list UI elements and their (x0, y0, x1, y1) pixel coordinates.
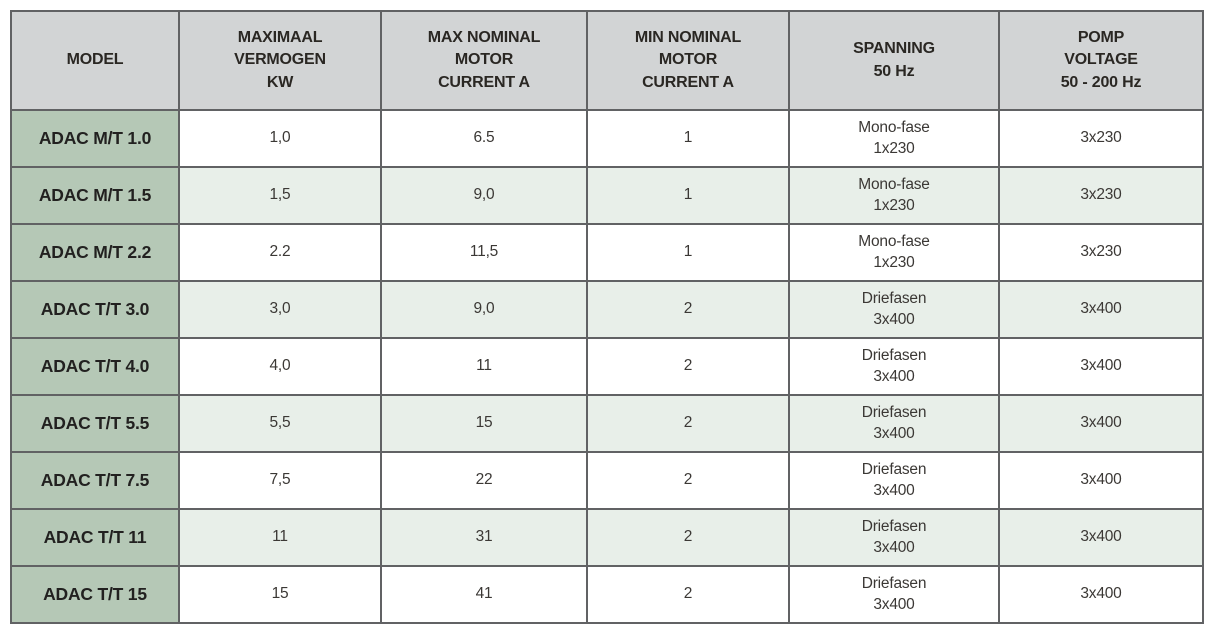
value-cell: 3x230 (998, 166, 1204, 225)
value-cell: 9,0 (380, 280, 588, 339)
value-cell: 3x230 (998, 223, 1204, 282)
model-cell: ADAC T/T 7.5 (10, 451, 180, 510)
value-cell: 2 (586, 451, 790, 510)
value-cell: 11 (380, 337, 588, 396)
value-cell: 11 (178, 508, 382, 567)
value-cell: Driefasen 3x400 (788, 337, 1000, 396)
table-row: ADAC T/T 7.5 7,5 22 2 Driefasen 3x400 3x400 (10, 451, 1204, 510)
value-cell: 2 (586, 508, 790, 567)
value-cell: 2.2 (178, 223, 382, 282)
value-cell: 7,5 (178, 451, 382, 510)
value-cell: 4,0 (178, 337, 382, 396)
value-cell: 2 (586, 337, 790, 396)
value-cell: 6.5 (380, 109, 588, 168)
col-header-max-power-kw: MAXIMAAL VERMOGEN KW (178, 10, 382, 111)
value-cell: 3x400 (998, 508, 1204, 567)
col-header-pomp-voltage: POMP VOLTAGE 50 - 200 Hz (998, 10, 1204, 111)
value-cell: 1 (586, 109, 790, 168)
model-cell: ADAC M/T 2.2 (10, 223, 180, 282)
value-cell: 3x230 (998, 109, 1204, 168)
value-cell: Driefasen 3x400 (788, 565, 1000, 624)
col-header-min-nominal-current: MIN NOMINAL MOTOR CURRENT A (586, 10, 790, 111)
value-cell: 15 (380, 394, 588, 453)
table-row: ADAC M/T 2.2 2.2 11,5 1 Mono-fase 1x230 3x230 (10, 223, 1204, 282)
table-body: ADAC M/T 1.0 1,0 6.5 1 Mono-fase 1x230 3x230 A… (10, 109, 1204, 624)
value-cell: Driefasen 3x400 (788, 280, 1000, 339)
header-row: MODEL MAXIMAAL VERMOGEN KW MAX NOMINAL M… (10, 10, 1204, 111)
value-cell: Driefasen 3x400 (788, 394, 1000, 453)
table-row: ADAC T/T 4.0 4,0 11 2 Driefasen 3x400 3x400 (10, 337, 1204, 396)
model-cell: ADAC T/T 4.0 (10, 337, 180, 396)
value-cell: 1 (586, 223, 790, 282)
model-cell: ADAC T/T 15 (10, 565, 180, 624)
model-cell: ADAC M/T 1.5 (10, 166, 180, 225)
value-cell: Mono-fase 1x230 (788, 223, 1000, 282)
value-cell: 22 (380, 451, 588, 510)
value-cell: 1,0 (178, 109, 382, 168)
table-row: ADAC T/T 11 11 31 2 Driefasen 3x400 3x400 (10, 508, 1204, 567)
value-cell: 3x400 (998, 280, 1204, 339)
value-cell: 3x400 (998, 394, 1204, 453)
model-cell: ADAC T/T 3.0 (10, 280, 180, 339)
col-header-spanning-50hz: SPANNING 50 Hz (788, 10, 1000, 111)
value-cell: 31 (380, 508, 588, 567)
table-row: ADAC T/T 3.0 3,0 9,0 2 Driefasen 3x400 3x400 (10, 280, 1204, 339)
value-cell: 1 (586, 166, 790, 225)
table-row: ADAC T/T 5.5 5,5 15 2 Driefasen 3x400 3x400 (10, 394, 1204, 453)
col-header-model: MODEL (10, 10, 180, 111)
value-cell: 3x400 (998, 565, 1204, 624)
value-cell: 2 (586, 394, 790, 453)
pump-spec-table: MODEL MAXIMAAL VERMOGEN KW MAX NOMINAL M… (10, 10, 1204, 624)
model-cell: ADAC M/T 1.0 (10, 109, 180, 168)
table-row: ADAC M/T 1.0 1,0 6.5 1 Mono-fase 1x230 3x230 (10, 109, 1204, 168)
value-cell: 3x400 (998, 451, 1204, 510)
table-header: MODEL MAXIMAAL VERMOGEN KW MAX NOMINAL M… (10, 10, 1204, 111)
value-cell: Mono-fase 1x230 (788, 166, 1000, 225)
value-cell: 41 (380, 565, 588, 624)
value-cell: 3,0 (178, 280, 382, 339)
value-cell: 9,0 (380, 166, 588, 225)
table-row: ADAC T/T 15 15 41 2 Driefasen 3x400 3x400 (10, 565, 1204, 624)
value-cell: 5,5 (178, 394, 382, 453)
model-cell: ADAC T/T 11 (10, 508, 180, 567)
value-cell: 2 (586, 565, 790, 624)
value-cell: 2 (586, 280, 790, 339)
value-cell: 11,5 (380, 223, 588, 282)
value-cell: 15 (178, 565, 382, 624)
table-row: ADAC M/T 1.5 1,5 9,0 1 Mono-fase 1x230 3x230 (10, 166, 1204, 225)
model-cell: ADAC T/T 5.5 (10, 394, 180, 453)
value-cell: Driefasen 3x400 (788, 508, 1000, 567)
col-header-max-nominal-current: MAX NOMINAL MOTOR CURRENT A (380, 10, 588, 111)
value-cell: Driefasen 3x400 (788, 451, 1000, 510)
value-cell: Mono-fase 1x230 (788, 109, 1000, 168)
value-cell: 3x400 (998, 337, 1204, 396)
value-cell: 1,5 (178, 166, 382, 225)
